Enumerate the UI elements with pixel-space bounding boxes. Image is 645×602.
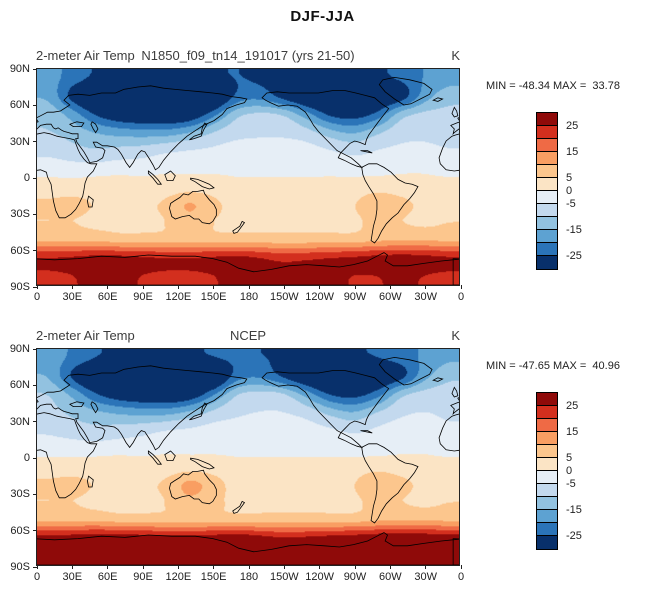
x-tick-mark xyxy=(37,565,38,569)
panel-header: 2-meter Air Temp N1850_f09_tn14_191017 (… xyxy=(36,46,460,63)
y-tick-label: 90N xyxy=(0,343,30,355)
minmax-stats: MIN = -47.65 MAX = 40.96 xyxy=(462,360,644,372)
y-tick-mark xyxy=(33,69,37,70)
panel-center-title: N1850_f09_tn14_191017 (yrs 21-50) xyxy=(36,48,460,63)
y-tick-mark xyxy=(33,141,37,142)
x-tick-mark xyxy=(390,565,391,569)
figure-title: DJF-JJA xyxy=(0,8,645,25)
x-tick-mark xyxy=(72,285,73,289)
y-tick-mark xyxy=(33,530,37,531)
colorbar-tick-label: 15 xyxy=(566,426,606,438)
x-tick-mark xyxy=(37,285,38,289)
y-tick-mark xyxy=(33,385,37,386)
units-label: K xyxy=(451,328,460,343)
panel-center-title: NCEP xyxy=(36,328,460,343)
y-tick-label: 0 xyxy=(0,452,30,464)
colorbar-tick-label: -25 xyxy=(566,250,606,262)
y-tick-label: 0 xyxy=(0,172,30,184)
colorbar-tick-label: 5 xyxy=(566,452,606,464)
y-tick-mark xyxy=(33,421,37,422)
y-tick-mark xyxy=(33,349,37,350)
x-tick-mark xyxy=(107,285,108,289)
colorbar-tick-label: 5 xyxy=(566,172,606,184)
x-tick-mark xyxy=(319,285,320,289)
y-tick-mark xyxy=(33,178,37,179)
x-tick-mark xyxy=(213,565,214,569)
y-tick-mark xyxy=(33,494,37,495)
y-tick-label: 30S xyxy=(0,488,30,500)
minmax-stats: MIN = -48.34 MAX = 33.78 xyxy=(462,80,644,92)
y-tick-label: 30N xyxy=(0,416,30,428)
x-tick-mark xyxy=(249,565,250,569)
coastlines-overlay xyxy=(37,69,459,285)
x-tick-mark xyxy=(319,565,320,569)
colorbar-tick-label: 25 xyxy=(566,120,606,132)
x-tick-mark xyxy=(178,285,179,289)
x-tick-mark xyxy=(213,285,214,289)
colorbar-tick-label: -15 xyxy=(566,504,606,516)
x-tick-mark xyxy=(72,565,73,569)
y-tick-label: 60N xyxy=(0,99,30,111)
x-tick-mark xyxy=(425,285,426,289)
y-tick-label: 30S xyxy=(0,208,30,220)
y-tick-label: 30N xyxy=(0,136,30,148)
y-tick-label: 60N xyxy=(0,379,30,391)
x-tick-mark xyxy=(107,565,108,569)
x-tick-mark xyxy=(284,285,285,289)
colorbar-tick-label: 0 xyxy=(566,185,606,197)
x-tick-mark xyxy=(143,285,144,289)
y-tick-label: 90N xyxy=(0,63,30,75)
y-tick-label: 60S xyxy=(0,525,30,537)
y-tick-mark xyxy=(33,105,37,106)
x-tick-mark xyxy=(178,565,179,569)
colorbar-tick-label: -15 xyxy=(566,224,606,236)
units-label: K xyxy=(451,48,460,63)
panel-model: 2-meter Air Temp N1850_f09_tn14_191017 (… xyxy=(0,46,645,322)
colorbar-tick-label: -5 xyxy=(566,478,606,490)
x-tick-mark xyxy=(355,285,356,289)
y-tick-mark xyxy=(33,250,37,251)
y-tick-label: 60S xyxy=(0,245,30,257)
x-tick-mark xyxy=(284,565,285,569)
colorbar-tick-label: 15 xyxy=(566,146,606,158)
x-tick-mark xyxy=(249,285,250,289)
y-tick-mark xyxy=(33,214,37,215)
x-tick-label: 0 xyxy=(439,571,483,583)
colorbar-tick-label: 0 xyxy=(566,465,606,477)
colorbar-tick-label: -5 xyxy=(566,198,606,210)
coastlines-overlay xyxy=(37,349,459,565)
panel-header: 2-meter Air Temp NCEP K xyxy=(36,326,460,343)
x-tick-mark xyxy=(390,285,391,289)
colorbar-tick-label: 25 xyxy=(566,400,606,412)
x-tick-label: 0 xyxy=(439,291,483,303)
x-tick-mark xyxy=(355,565,356,569)
x-tick-mark xyxy=(143,565,144,569)
colorbar-tick-label: -25 xyxy=(566,530,606,542)
x-tick-mark xyxy=(425,565,426,569)
y-tick-mark xyxy=(33,458,37,459)
